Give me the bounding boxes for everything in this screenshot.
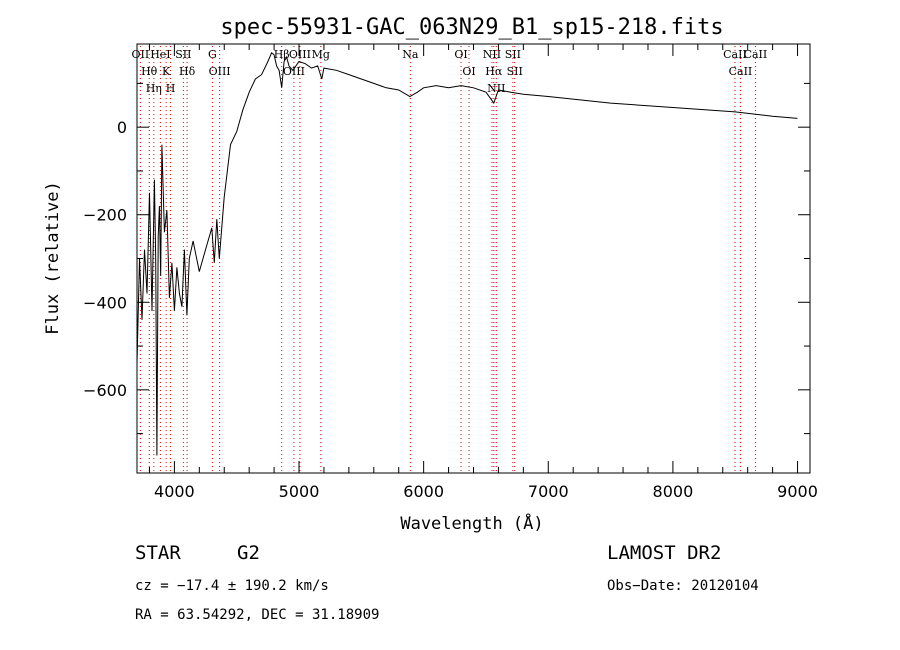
line-label: Hθ (141, 65, 158, 78)
line-label: OII (132, 48, 150, 61)
x-axis-ticks: 4000 5000 6000 7000 8000 9000 (148, 44, 818, 501)
line-label: Mg (312, 48, 330, 61)
line-label: Hη (146, 82, 162, 95)
line-label: H (166, 82, 176, 95)
line-label: CaII (744, 48, 768, 61)
y-tick-label: −200 (83, 206, 127, 225)
line-label: Na (402, 48, 419, 61)
line-label: OIII (209, 65, 231, 78)
line-label: NII (483, 48, 501, 61)
survey-name: LAMOST DR2 (607, 542, 721, 564)
chart-title: spec-55931-GAC_063N29_B1_sp15-218.fits (220, 15, 723, 40)
observation-date: Obs−Date: 20120104 (607, 578, 759, 594)
x-tick-label: 6000 (403, 482, 444, 501)
line-label: OIII (289, 48, 311, 61)
line-label: HeI (150, 48, 170, 61)
line-label: OI (454, 48, 467, 61)
line-label: OI (462, 65, 475, 78)
spectral-line-markers (139, 46, 756, 473)
x-axis-label: Wavelength (Å) (400, 512, 543, 534)
line-label: SII (175, 48, 191, 61)
line-label: SII (507, 65, 523, 78)
line-label: Hα (485, 65, 503, 78)
x-tick-label: 7000 (528, 482, 569, 501)
y-tick-label: 0 (117, 118, 127, 137)
line-label: Hδ (179, 65, 196, 78)
x-tick-label: 9000 (777, 482, 818, 501)
x-tick-label: 5000 (279, 482, 320, 501)
spectrum-line (136, 51, 798, 456)
line-label: OIII (283, 65, 305, 78)
line-label: G (208, 48, 217, 61)
line-label: NII (487, 82, 505, 95)
y-axis-label: Flux (relative) (43, 181, 63, 335)
x-tick-label: 4000 (154, 482, 195, 501)
y-tick-label: −400 (83, 293, 127, 312)
object-class: STAR (135, 542, 181, 564)
redshift-cz: cz = −17.4 ± 190.2 km/s (135, 578, 329, 594)
ra-dec: RA = 63.54292, DEC = 31.18909 (135, 607, 379, 623)
line-label: SII (505, 48, 521, 61)
object-subclass: G2 (237, 542, 260, 564)
plot-frame (136, 43, 811, 474)
line-label: CaII (723, 48, 747, 61)
y-axis-ticks: 0 −200 −400 −600 (83, 82, 810, 435)
x-tick-label: 8000 (653, 482, 694, 501)
line-label: K (162, 65, 171, 78)
line-label: CaII (729, 65, 753, 78)
y-tick-label: −600 (83, 381, 127, 400)
